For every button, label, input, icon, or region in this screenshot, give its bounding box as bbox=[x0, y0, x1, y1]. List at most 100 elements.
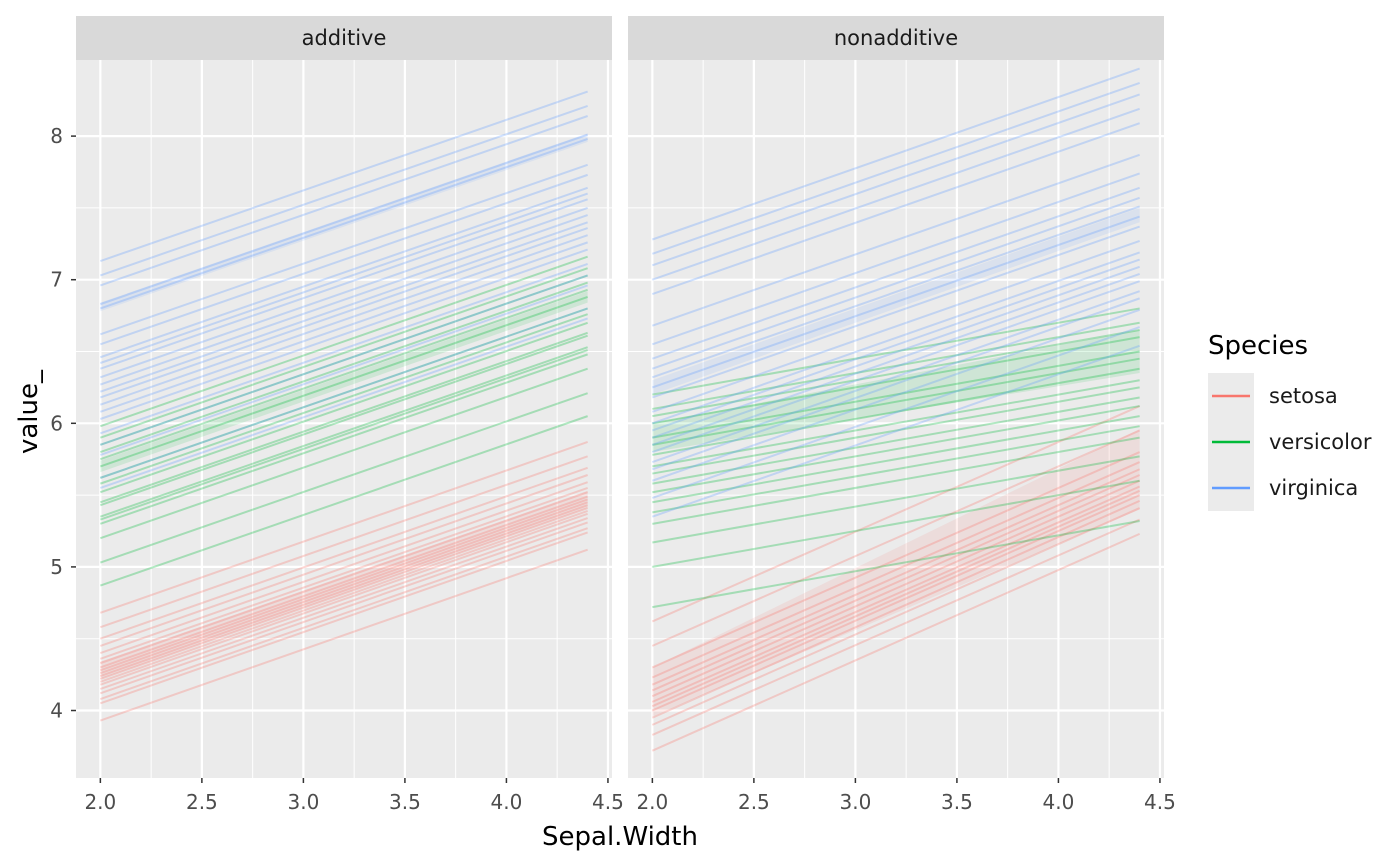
line-virginica bbox=[100, 227, 588, 399]
legend-title: Species bbox=[1208, 331, 1308, 361]
x-tick-label: 2.5 bbox=[186, 790, 218, 814]
line-versicolor bbox=[652, 379, 1140, 468]
panel-background bbox=[76, 60, 612, 778]
line-virginica bbox=[652, 82, 1140, 255]
line-setosa bbox=[100, 531, 588, 705]
line-setosa bbox=[100, 441, 588, 614]
x-tick-label: 2.5 bbox=[738, 790, 770, 814]
line-virginica bbox=[100, 262, 588, 435]
x-tick-label: 3.5 bbox=[389, 790, 421, 814]
line-versicolor bbox=[100, 274, 588, 446]
line-versicolor bbox=[100, 307, 588, 479]
line-versicolor bbox=[100, 415, 588, 587]
line-setosa bbox=[100, 501, 588, 675]
ribbon-versicolor bbox=[100, 291, 588, 473]
x-tick-label: 2.0 bbox=[636, 790, 668, 814]
line-setosa bbox=[651, 499, 1141, 719]
line-virginica bbox=[652, 265, 1140, 439]
line-virginica bbox=[100, 214, 588, 386]
line-setosa bbox=[651, 507, 1141, 726]
line-virginica bbox=[100, 90, 588, 262]
line-virginica bbox=[100, 173, 588, 346]
line-virginica bbox=[652, 290, 1140, 464]
line-setosa bbox=[100, 481, 588, 655]
line-setosa bbox=[100, 507, 588, 680]
line-virginica bbox=[652, 107, 1140, 281]
x-tick-label: 3.5 bbox=[941, 790, 973, 814]
strip-background bbox=[76, 16, 612, 60]
line-virginica bbox=[652, 225, 1140, 399]
line-virginica bbox=[100, 192, 588, 364]
line-virginica bbox=[652, 215, 1140, 389]
line-virginica bbox=[100, 234, 588, 406]
line-setosa bbox=[651, 474, 1141, 692]
line-setosa bbox=[100, 509, 588, 683]
line-virginica bbox=[100, 198, 588, 370]
y-tick-label: 8 bbox=[50, 124, 63, 148]
line-virginica bbox=[100, 115, 588, 287]
line-versicolor bbox=[652, 519, 1140, 609]
line-virginica bbox=[100, 274, 588, 446]
line-virginica bbox=[652, 344, 1140, 518]
ribbon-versicolor bbox=[652, 329, 1140, 453]
line-versicolor bbox=[100, 321, 588, 494]
line-virginica bbox=[100, 284, 588, 456]
line-versicolor bbox=[100, 281, 588, 453]
line-setosa bbox=[100, 504, 588, 677]
line-virginica bbox=[652, 258, 1140, 432]
ribbon-virginica bbox=[100, 133, 588, 312]
line-virginica bbox=[100, 221, 588, 393]
line-versicolor bbox=[652, 436, 1140, 525]
line-virginica bbox=[652, 205, 1140, 379]
strip-label-nonadditive: nonadditive bbox=[834, 26, 958, 50]
line-virginica bbox=[652, 251, 1140, 425]
panel-additive: additive bbox=[76, 16, 612, 778]
line-virginica bbox=[652, 297, 1140, 471]
panel-background bbox=[628, 60, 1164, 778]
line-virginica bbox=[652, 196, 1140, 370]
chart-panels: additive nonadditive bbox=[76, 16, 1164, 778]
line-versicolor bbox=[652, 328, 1140, 418]
line-virginica bbox=[100, 163, 588, 336]
x-tick-label: 4.0 bbox=[1043, 790, 1075, 814]
line-versicolor bbox=[652, 386, 1140, 475]
series-versicolor bbox=[100, 255, 588, 587]
y-tick-label: 5 bbox=[50, 555, 63, 579]
series-virginica bbox=[652, 67, 1140, 518]
ribbon-virginica bbox=[652, 207, 1140, 395]
line-virginica bbox=[652, 186, 1140, 360]
panel-nonadditive: nonadditive bbox=[628, 16, 1164, 778]
line-versicolor bbox=[652, 336, 1140, 425]
legend: Species setosa versicolor virginica bbox=[1208, 331, 1372, 511]
line-setosa bbox=[651, 518, 1141, 736]
strip-background bbox=[628, 16, 1164, 60]
line-versicolor bbox=[100, 349, 588, 521]
line-virginica bbox=[652, 153, 1140, 327]
x-tick-label: 4.5 bbox=[592, 790, 624, 814]
line-setosa bbox=[651, 485, 1141, 703]
line-virginica bbox=[652, 172, 1140, 346]
line-versicolor bbox=[652, 479, 1140, 568]
legend-label-virginica: virginica bbox=[1269, 476, 1358, 500]
y-tick-label: 6 bbox=[50, 411, 63, 435]
line-versicolor bbox=[100, 295, 588, 468]
x-axis-title: Sepal.Width bbox=[542, 822, 698, 852]
line-virginica bbox=[100, 317, 588, 489]
line-versicolor bbox=[652, 405, 1140, 494]
line-versicolor bbox=[652, 425, 1140, 514]
line-versicolor bbox=[100, 346, 588, 518]
line-setosa bbox=[100, 491, 588, 665]
line-virginica bbox=[100, 186, 588, 359]
line-versicolor bbox=[100, 267, 588, 439]
line-virginica bbox=[652, 273, 1140, 446]
y-tick-label: 4 bbox=[50, 699, 63, 723]
chart-axes: 2.0 2.5 3.0 3.5 4.0 4.5 4 5 6 7 8 2.0 2.5 3.0 3.5 4.0 4.… bbox=[50, 124, 1176, 814]
y-axis-title: value_ bbox=[14, 369, 44, 454]
line-virginica bbox=[652, 280, 1140, 453]
line-virginica bbox=[652, 93, 1140, 267]
line-setosa bbox=[651, 468, 1141, 686]
line-setosa bbox=[651, 532, 1141, 752]
line-setosa bbox=[100, 512, 588, 686]
line-versicolor bbox=[652, 455, 1140, 544]
